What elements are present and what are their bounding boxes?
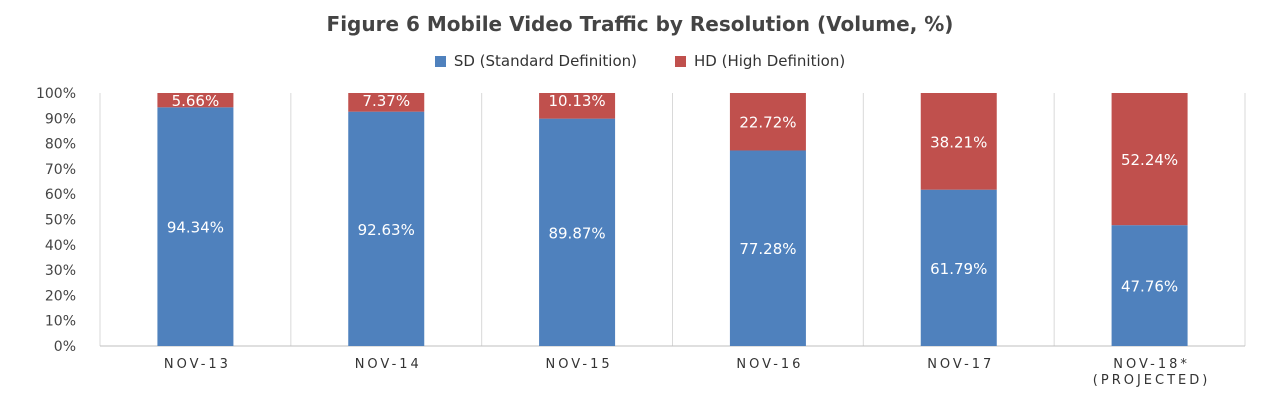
y-tick-label: 10% xyxy=(45,314,76,330)
y-tick-label: 80% xyxy=(45,137,76,153)
data-label-hd: 5.66% xyxy=(172,92,220,110)
legend-label-hd: HD (High Definition) xyxy=(694,52,846,70)
legend-swatch-hd xyxy=(675,55,686,67)
bar-sd xyxy=(1111,225,1188,346)
x-tick-label: (PROJECTED) xyxy=(1093,373,1211,388)
y-tick-label: 20% xyxy=(45,288,76,304)
x-tick-label: NOV-15 xyxy=(546,357,613,372)
data-label-sd: 94.34% xyxy=(167,219,224,237)
x-tick-label: NOV-17 xyxy=(927,357,994,372)
bar-sd xyxy=(729,150,806,346)
x-tick-label: NOV-13 xyxy=(164,357,231,372)
x-tick-label: NOV-16 xyxy=(736,357,803,372)
bar-hd xyxy=(920,93,997,190)
y-tick-label: 0% xyxy=(54,339,76,355)
data-label-sd: 92.63% xyxy=(358,221,415,239)
chart-title: Figure 6 Mobile Video Traffic by Resolut… xyxy=(326,12,954,36)
bar-hd xyxy=(157,93,234,108)
data-label-hd: 38.21% xyxy=(930,133,987,151)
data-label-hd: 10.13% xyxy=(548,92,605,110)
bar-sd xyxy=(539,118,616,346)
data-label-sd: 89.87% xyxy=(548,224,605,242)
legend-swatch-sd xyxy=(434,55,446,67)
x-tick-label: NOV-18* xyxy=(1113,357,1190,372)
bar-sd xyxy=(920,189,997,346)
y-tick-label: 60% xyxy=(45,187,76,203)
data-label-hd: 22.72% xyxy=(739,114,796,132)
y-tick-label: 70% xyxy=(45,162,76,178)
bar-hd xyxy=(729,93,806,151)
bar-sd xyxy=(348,111,425,346)
data-label-sd: 77.28% xyxy=(739,240,796,258)
legend: SD (Standard Definition) HD (High Defini… xyxy=(0,52,1280,70)
y-tick-label: 90% xyxy=(45,111,76,127)
legend-label-sd: SD (Standard Definition) xyxy=(453,52,637,70)
bar-hd xyxy=(1111,93,1188,226)
bar-sd xyxy=(157,107,234,347)
y-tick-label: 30% xyxy=(45,263,76,279)
bar-hd xyxy=(348,93,425,112)
x-tick-label: NOV-14 xyxy=(355,357,422,372)
legend-item-sd: SD (Standard Definition) xyxy=(434,52,637,70)
data-label-hd: 52.24% xyxy=(1121,151,1178,169)
legend-item-hd: HD (High Definition) xyxy=(675,52,845,70)
y-tick-label: 100% xyxy=(36,86,76,102)
bar-hd xyxy=(539,93,616,119)
data-label-sd: 47.76% xyxy=(1121,278,1178,296)
y-tick-label: 40% xyxy=(45,238,76,254)
y-tick-label: 50% xyxy=(45,213,76,229)
data-label-hd: 7.37% xyxy=(362,92,410,110)
data-label-sd: 61.79% xyxy=(930,260,987,278)
